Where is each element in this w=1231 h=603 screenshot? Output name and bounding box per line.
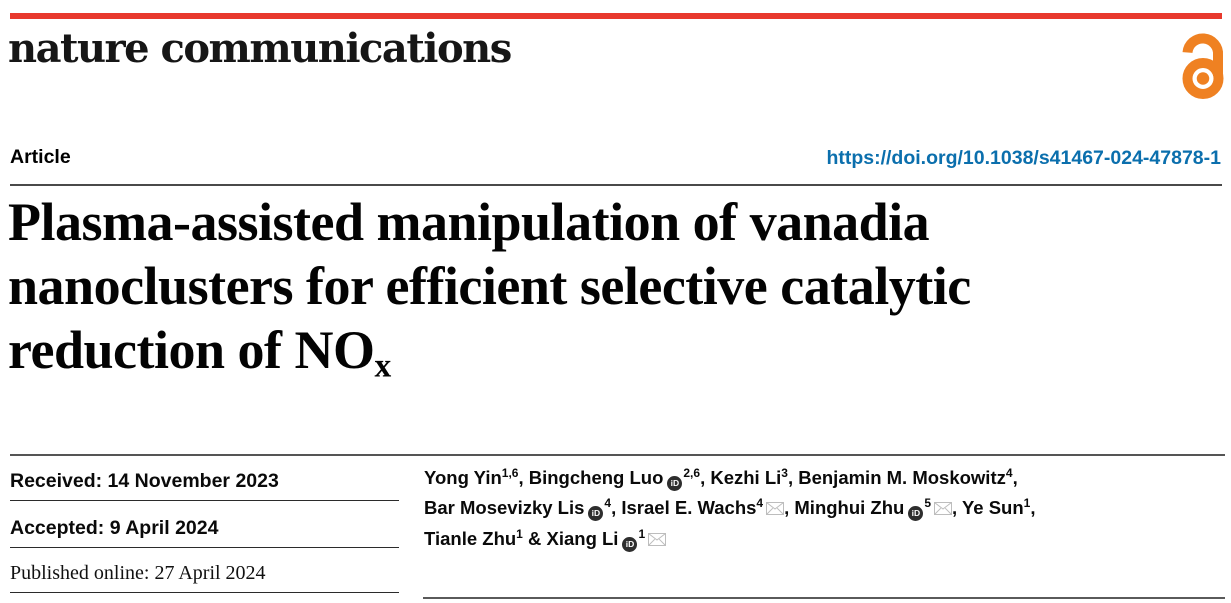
paper-title: Plasma-assisted manipulation of vanadia n… <box>8 190 1218 385</box>
article-type-label: Article <box>10 146 71 168</box>
author-name: Ye Sun <box>961 497 1024 518</box>
author-name: Yong Yin <box>424 467 502 488</box>
orcid-id-icon[interactable]: iD <box>622 537 638 552</box>
author-separator: , <box>700 467 711 488</box>
author-separator: , <box>518 467 529 488</box>
journal-logo: nature communications <box>8 25 512 72</box>
author-name: Kezhi Li <box>710 467 782 488</box>
author-separator: , <box>1030 497 1036 518</box>
envelope-icon[interactable] <box>648 525 667 555</box>
envelope-icon[interactable] <box>934 494 953 524</box>
affiliation-superscript: 4 <box>1005 465 1013 480</box>
orcid-id-icon[interactable]: iD <box>588 506 604 521</box>
brand-color-bar <box>10 13 1222 19</box>
author-separator: , <box>611 497 622 518</box>
author-separator: , <box>1012 467 1018 488</box>
published-online-date: Published online: 27 April 2024 <box>10 562 266 584</box>
orcid-id-icon[interactable]: iD <box>667 476 683 491</box>
accepted-date: Accepted: 9 April 2024 <box>10 517 219 539</box>
author-name: Minghui Zhu <box>794 497 905 518</box>
author-name: Benjamin M. Moskowitz <box>798 467 1006 488</box>
title-line-3: reduction of NO <box>8 320 375 380</box>
author-name: Bingcheng Luo <box>528 467 664 488</box>
author-block: Yong Yin1,6, Bingcheng Luo iD2,6, Kezhi L… <box>424 463 1224 555</box>
author-separator: , <box>787 467 799 488</box>
header-divider <box>10 184 1222 186</box>
columns-top-divider <box>10 454 1225 456</box>
envelope-icon[interactable] <box>766 494 785 524</box>
affiliation-superscript: 3 <box>781 465 788 480</box>
accepted-divider <box>10 547 399 548</box>
author-line: Tianle Zhu1 & Xiang Li iD1 <box>424 524 1224 555</box>
affiliation-superscript: 1 <box>638 526 646 541</box>
author-block-divider <box>423 597 1225 599</box>
affiliation-superscript: 1,6 <box>501 465 519 480</box>
open-access-lock-icon <box>1181 26 1225 101</box>
author-name: Xiang Li <box>546 528 619 549</box>
affiliation-superscript: 2,6 <box>683 465 701 480</box>
affiliation-superscript: 4 <box>756 495 764 510</box>
author-line: Bar Mosevizky Lis iD4, Israel E. Wachs4, … <box>424 493 1224 524</box>
received-date: Received: 14 November 2023 <box>10 470 279 492</box>
author-name: Tianle Zhu <box>424 528 517 549</box>
affiliation-superscript: 1 <box>1023 495 1031 510</box>
doi-link[interactable]: https://doi.org/10.1038/s41467-024-47878… <box>826 147 1221 169</box>
author-name: Bar Mosevizky Lis <box>424 497 585 518</box>
received-divider <box>10 500 399 501</box>
affiliation-superscript: 5 <box>924 495 932 510</box>
author-separator: & <box>522 528 547 549</box>
published-divider <box>10 592 399 593</box>
author-name: Israel E. Wachs <box>621 497 757 518</box>
affiliation-superscript: 1 <box>516 526 523 541</box>
title-line-1: Plasma-assisted manipulation of vanadia <box>8 192 930 252</box>
title-subscript: x <box>374 347 392 385</box>
orcid-id-icon[interactable]: iD <box>908 506 924 521</box>
title-line-2: nanoclusters for efficient selective cat… <box>8 256 971 316</box>
affiliation-superscript: 4 <box>604 495 612 510</box>
author-line: Yong Yin1,6, Bingcheng Luo iD2,6, Kezhi L… <box>424 463 1224 493</box>
author-separator: , <box>784 497 795 518</box>
author-separator: , <box>952 497 962 518</box>
